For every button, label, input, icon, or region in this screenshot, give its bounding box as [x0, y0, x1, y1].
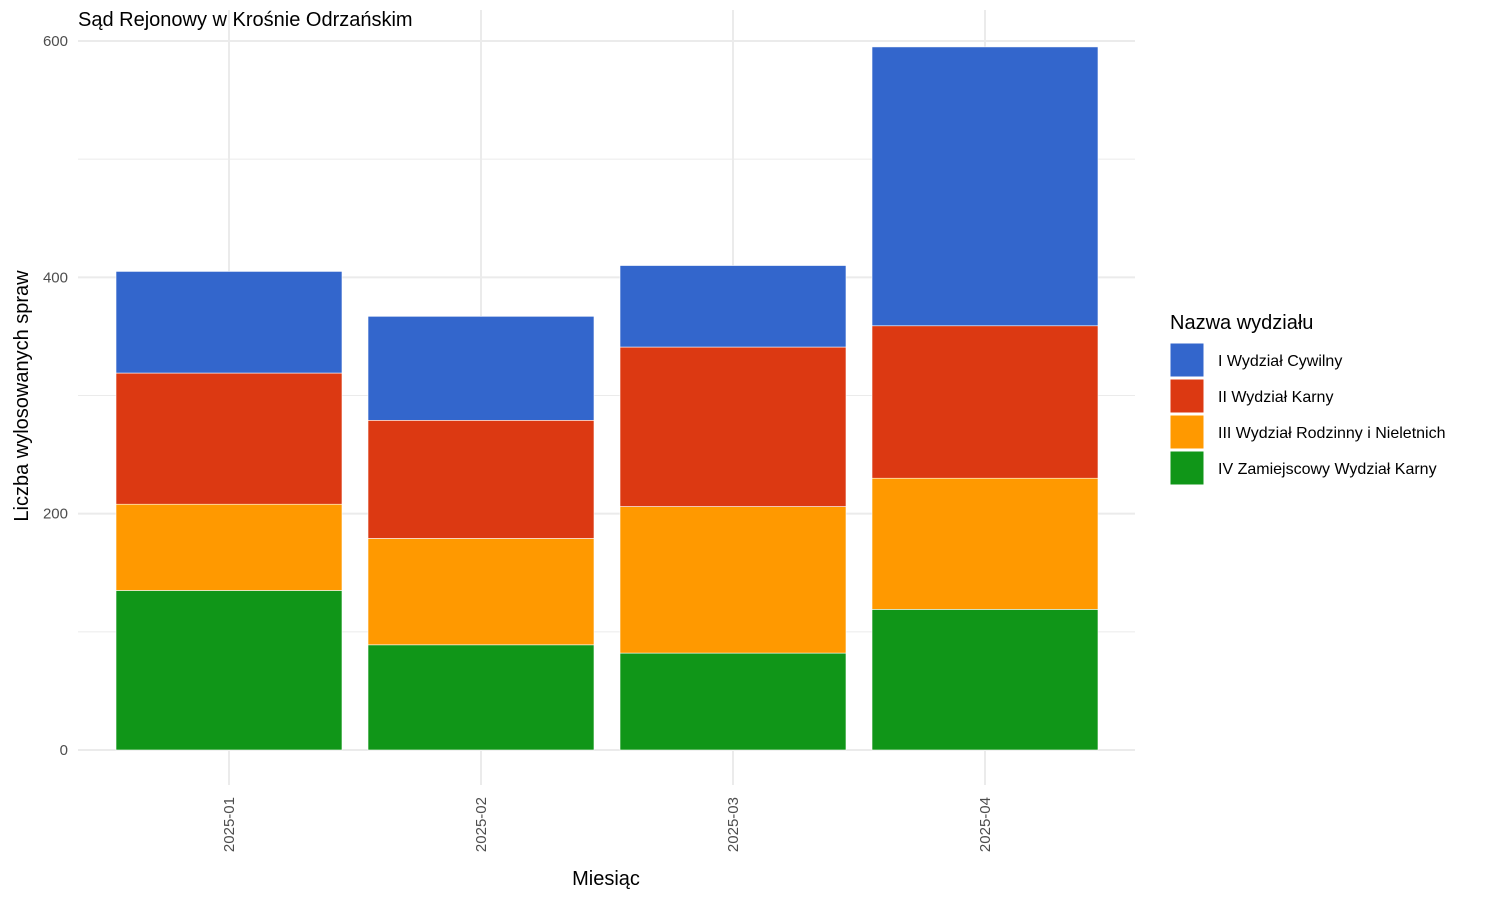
bar-segment: [619, 346, 847, 507]
legend-swatch: [1169, 450, 1205, 486]
bar-segment: [871, 477, 1099, 610]
bar-segment: [367, 316, 595, 421]
legend-label: II Wydział Karny: [1218, 389, 1333, 406]
legend-swatch: [1169, 414, 1205, 450]
x-tick-labels: 2025-01 2025-02 2025-03 2025-04: [221, 797, 994, 852]
y-tick-label: 0: [60, 742, 68, 759]
legend: Nazwa wydziału I Wydział Cywilny II Wydzi…: [1169, 312, 1446, 486]
legend-swatch: [1169, 378, 1205, 414]
bar-segment: [367, 538, 595, 646]
x-tick-label: 2025-03: [725, 797, 742, 852]
legend-swatch: [1169, 342, 1205, 378]
legend-title: Nazwa wydziału: [1170, 312, 1313, 334]
x-tick-label: 2025-04: [977, 797, 994, 852]
bar-segment: [619, 506, 847, 654]
bar-segment: [115, 372, 343, 505]
legend-label: I Wydział Cywilny: [1218, 353, 1342, 370]
bar-segment: [619, 265, 847, 348]
legend-items: I Wydział Cywilny II Wydział Karny III Wyd…: [1169, 342, 1446, 486]
y-tick-labels: 0 200 400 600: [43, 33, 68, 759]
bar-segment: [619, 652, 847, 751]
bar-segment: [871, 325, 1099, 479]
bar-segment: [367, 644, 595, 751]
bar-segment: [367, 420, 595, 539]
bar-segment: [115, 271, 343, 374]
y-axis-title: Liczba wylosowanych spraw: [11, 270, 33, 522]
y-tick-label: 400: [43, 269, 68, 286]
legend-label: IV Zamiejscowy Wydział Karny: [1218, 461, 1437, 478]
bars: [115, 46, 1099, 751]
y-tick-label: 200: [43, 506, 68, 523]
bar-segment: [871, 609, 1099, 751]
legend-label: III Wydział Rodzinny i Nieletnich: [1218, 425, 1446, 442]
x-axis-title: Miesiąc: [572, 868, 640, 890]
x-tick-label: 2025-01: [221, 797, 238, 852]
y-tick-label: 600: [43, 33, 68, 50]
x-tick-label: 2025-02: [473, 797, 490, 852]
chart-title: Sąd Rejonowy w Krośnie Odrzańskim: [78, 9, 413, 31]
bar-segment: [871, 46, 1099, 327]
bar-segment: [115, 503, 343, 591]
bar-segment: [115, 590, 343, 751]
